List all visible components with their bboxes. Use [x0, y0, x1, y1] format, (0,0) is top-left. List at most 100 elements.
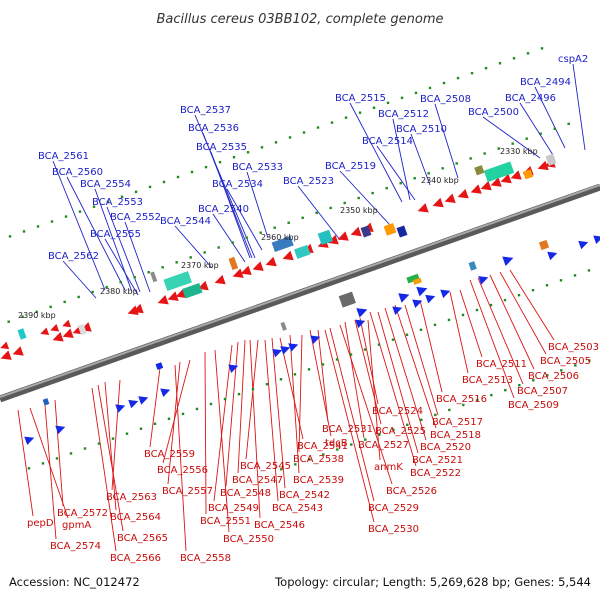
scale-label: 2340 kbp	[421, 176, 459, 185]
track-dot	[322, 453, 325, 456]
reverse-gene-label: BCA_2527	[358, 440, 409, 451]
track-dot	[78, 210, 82, 213]
track-dot	[251, 387, 255, 391]
forward-callout	[534, 86, 566, 149]
forward-callout	[519, 102, 554, 156]
reverse-callout	[369, 311, 417, 467]
reverse-gene-label: BCA_2545	[240, 461, 291, 472]
scale-labels: 2330 kbp 2340 kbp 2350 kbp 2360 kbp 2370 kbp…	[18, 147, 538, 320]
forward-gene-label: BCA_2535	[196, 142, 247, 153]
forward-gene-label: BCA_2537	[180, 105, 231, 116]
reverse-callout	[367, 319, 381, 461]
track-dot	[63, 300, 66, 304]
reverse-gene-arrow	[337, 231, 349, 241]
track-dot	[540, 47, 544, 50]
feature-box	[150, 271, 158, 283]
track-dot	[55, 457, 59, 460]
forward-callout	[349, 102, 403, 203]
reverse-callout	[91, 387, 117, 552]
track-dot	[330, 121, 334, 124]
forward-gene-label: BCA_2533	[232, 162, 283, 173]
reverse-callout	[298, 334, 303, 453]
reverse-gene-arrow	[40, 327, 50, 335]
reverse-gene-label: BCA_2520	[420, 442, 471, 453]
track-dot	[92, 205, 96, 208]
track-dot	[288, 136, 292, 139]
feature-box	[163, 271, 192, 292]
reverse-gene-label: BCA_2511	[476, 359, 527, 370]
track-dot	[461, 313, 465, 317]
forward-gene-label: BCA_2534	[212, 179, 263, 190]
reverse-gene-label: BCA_2538	[293, 454, 344, 465]
feature-box	[280, 321, 287, 331]
track-dot	[329, 206, 332, 210]
track-dot	[7, 320, 10, 323]
forward-gene-label: BCA_2544	[160, 216, 211, 227]
track-dot	[455, 162, 458, 165]
track-dot	[588, 359, 591, 362]
forward-gene-arrow	[593, 235, 600, 245]
reverse-callout	[44, 404, 57, 540]
reverse-callout	[213, 344, 233, 502]
track-dot	[106, 200, 110, 203]
track-dot	[377, 343, 381, 346]
forward-gene-label: BCA_2561	[38, 151, 89, 162]
track-dot	[83, 447, 87, 450]
feature-box	[360, 225, 372, 238]
track-dot	[573, 274, 577, 277]
forward-gene-label: BCA_2536	[188, 123, 239, 134]
forward-gene-arrow	[280, 346, 291, 355]
track-dot	[22, 230, 26, 233]
track-dot	[35, 310, 38, 313]
track-dot	[161, 266, 164, 269]
forward-callout	[52, 160, 106, 291]
feature-box	[483, 161, 515, 183]
forward-gene-arrow	[288, 343, 299, 352]
forward-gene-arrow	[440, 289, 451, 299]
track-dot	[49, 305, 52, 309]
track-dot	[147, 271, 150, 274]
forward-gene-label: BCA_2562	[48, 251, 99, 262]
reverse-gene-label: BCA_2521	[412, 455, 463, 466]
track-dot	[545, 284, 549, 287]
reverse-gene-label: BCA_2529	[368, 503, 419, 514]
track-dot	[475, 308, 479, 312]
reverse-gene-arrow	[132, 303, 144, 314]
track-dot	[517, 293, 521, 297]
track-dot	[560, 369, 563, 372]
track-dot	[120, 195, 124, 198]
reverse-gene-label: BCA_2572	[57, 508, 108, 519]
track-dot	[526, 52, 530, 55]
genome-track	[0, 47, 600, 471]
track-dot	[413, 177, 416, 180]
feature-box	[182, 283, 203, 299]
feature-box	[522, 169, 534, 180]
reverse-gene-arrow	[127, 305, 139, 315]
feature-box	[383, 223, 397, 236]
map-title: Bacillus cereus 03BB102, complete genome	[156, 12, 443, 27]
track-dot	[525, 137, 528, 140]
reverse-callout	[279, 337, 304, 440]
forward-gene-arrow	[24, 436, 35, 446]
track-dot	[447, 318, 451, 322]
reverse-gene-label: BCA_2503	[548, 342, 599, 353]
track-dot	[316, 126, 320, 129]
track-dot	[504, 388, 507, 392]
track-dot	[498, 62, 502, 65]
reverse-gene-arrow	[537, 160, 549, 171]
forward-gene-arrow	[356, 308, 368, 318]
feature-box	[538, 239, 550, 251]
reverse-callout	[97, 384, 124, 532]
reverse-callout	[459, 289, 483, 358]
track-dot	[358, 111, 362, 114]
reverse-gene-label: BCA_2539	[293, 475, 344, 486]
forward-gene-arrow	[115, 404, 126, 413]
forward-gene-arrow	[228, 364, 239, 373]
reverse-callout	[377, 311, 419, 454]
reverse-callout	[354, 319, 382, 425]
reverse-gene-label: BCA_2516	[436, 394, 487, 405]
forward-callout	[212, 213, 246, 263]
track-dot	[335, 358, 339, 361]
track-dot	[111, 437, 115, 440]
track-dot	[357, 196, 360, 200]
